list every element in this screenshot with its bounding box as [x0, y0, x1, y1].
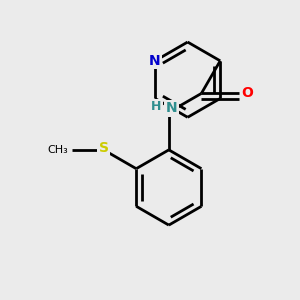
Text: S: S	[99, 141, 109, 155]
Text: CH₃: CH₃	[48, 145, 68, 155]
Text: H: H	[151, 100, 162, 113]
Text: O: O	[241, 86, 253, 100]
Text: N: N	[166, 101, 177, 115]
Text: N: N	[149, 54, 161, 68]
